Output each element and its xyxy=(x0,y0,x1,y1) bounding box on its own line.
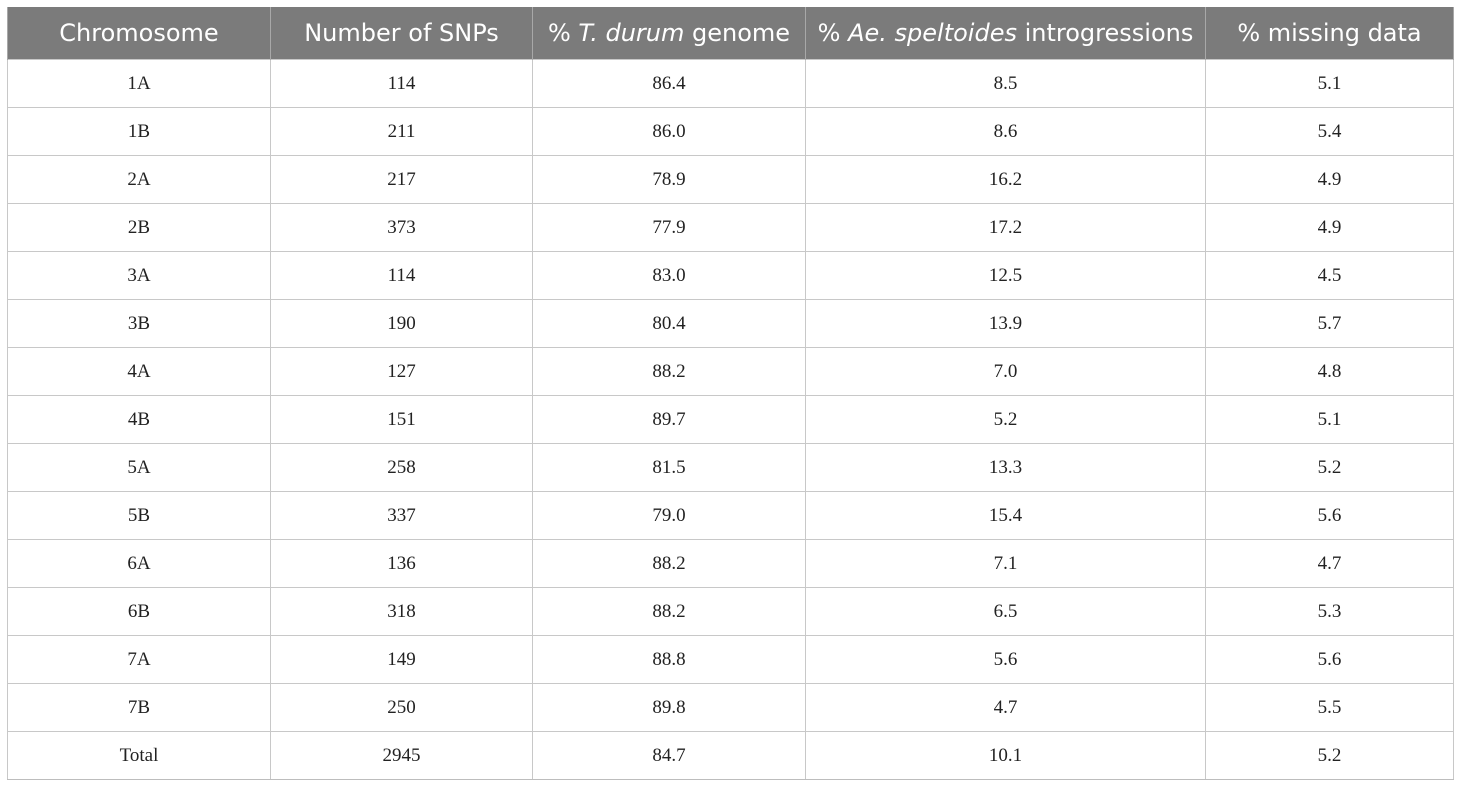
t-durum-percent-cell: 81.5 xyxy=(532,443,806,492)
ae-speltoides-percent-cell: 13.3 xyxy=(805,443,1206,492)
ae-speltoides-percent-cell: 7.0 xyxy=(805,347,1206,396)
ae-speltoides-percent-cell: 8.6 xyxy=(805,107,1206,156)
table-header: Chromosome Number of SNPs % T. durum gen… xyxy=(7,7,1454,60)
missing-data-cell: 5.7 xyxy=(1205,299,1454,348)
table-row: 1B 211 86.0 8.6 5.4 xyxy=(7,107,1454,156)
table-row: 2A 217 78.9 16.2 4.9 xyxy=(7,155,1454,204)
chromosome-cell: 3B xyxy=(7,299,271,348)
snp-count-cell: 373 xyxy=(270,203,533,252)
chromosome-cell: 6A xyxy=(7,539,271,588)
table-row: 6A 136 88.2 7.1 4.7 xyxy=(7,539,1454,588)
snp-count-cell: 149 xyxy=(270,635,533,684)
chromosome-cell: 2A xyxy=(7,155,271,204)
ae-speltoides-percent-cell: 13.9 xyxy=(805,299,1206,348)
snp-count-cell: 250 xyxy=(270,683,533,732)
missing-data-cell: 5.2 xyxy=(1205,731,1454,780)
missing-data-cell: 5.6 xyxy=(1205,491,1454,540)
table-row: 6B 318 88.2 6.5 5.3 xyxy=(7,587,1454,636)
table-row: 5B 337 79.0 15.4 5.6 xyxy=(7,491,1454,540)
ae-speltoides-percent-cell: 5.2 xyxy=(805,395,1206,444)
missing-data-cell: 5.6 xyxy=(1205,635,1454,684)
t-durum-percent-cell: 89.7 xyxy=(532,395,806,444)
t-durum-percent-cell: 83.0 xyxy=(532,251,806,300)
chromosome-cell: 7B xyxy=(7,683,271,732)
table-row: 2B 373 77.9 17.2 4.9 xyxy=(7,203,1454,252)
chromosome-cell: 5A xyxy=(7,443,271,492)
snp-count-cell: 151 xyxy=(270,395,533,444)
chromosome-cell: 3A xyxy=(7,251,271,300)
missing-data-cell: 4.7 xyxy=(1205,539,1454,588)
table-body: 1A 114 86.4 8.5 5.1 1B 211 86.0 8.6 5.4 2A 217 78.9 1… xyxy=(7,59,1454,780)
missing-data-cell: 5.2 xyxy=(1205,443,1454,492)
snp-count-cell: 217 xyxy=(270,155,533,204)
header-ae-speltoides-introgressions: % Ae. speltoides introgressions xyxy=(805,7,1206,60)
table-row: 7B 250 89.8 4.7 5.5 xyxy=(7,683,1454,732)
chromosome-cell: 6B xyxy=(7,587,271,636)
missing-data-cell: 4.8 xyxy=(1205,347,1454,396)
t-durum-percent-cell: 86.4 xyxy=(532,59,806,108)
ae-speltoides-percent-cell: 16.2 xyxy=(805,155,1206,204)
missing-data-cell: 5.1 xyxy=(1205,395,1454,444)
t-durum-percent-cell: 88.2 xyxy=(532,587,806,636)
table-row: 4A 127 88.2 7.0 4.8 xyxy=(7,347,1454,396)
t-durum-percent-cell: 88.8 xyxy=(532,635,806,684)
t-durum-percent-cell: 84.7 xyxy=(532,731,806,780)
snp-count-cell: 136 xyxy=(270,539,533,588)
table-row: 3A 114 83.0 12.5 4.5 xyxy=(7,251,1454,300)
table-row: 7A 149 88.8 5.6 5.6 xyxy=(7,635,1454,684)
snp-count-cell: 258 xyxy=(270,443,533,492)
snp-count-cell: 114 xyxy=(270,59,533,108)
snp-count-cell: 318 xyxy=(270,587,533,636)
missing-data-cell: 5.3 xyxy=(1205,587,1454,636)
snp-count-cell: 211 xyxy=(270,107,533,156)
t-durum-percent-cell: 79.0 xyxy=(532,491,806,540)
header-missing-data: % missing data xyxy=(1205,7,1454,60)
chromosome-cell: Total xyxy=(7,731,271,780)
header-row: Chromosome Number of SNPs % T. durum gen… xyxy=(7,7,1454,60)
ae-speltoides-percent-cell: 12.5 xyxy=(805,251,1206,300)
table-row: 3B 190 80.4 13.9 5.7 xyxy=(7,299,1454,348)
t-durum-percent-cell: 89.8 xyxy=(532,683,806,732)
table-row: 1A 114 86.4 8.5 5.1 xyxy=(7,59,1454,108)
missing-data-cell: 5.1 xyxy=(1205,59,1454,108)
missing-data-cell: 4.9 xyxy=(1205,155,1454,204)
chromosome-cell: 5B xyxy=(7,491,271,540)
chromosome-cell: 1A xyxy=(7,59,271,108)
table-row: 5A 258 81.5 13.3 5.2 xyxy=(7,443,1454,492)
snp-count-cell: 2945 xyxy=(270,731,533,780)
table-row: 4B 151 89.7 5.2 5.1 xyxy=(7,395,1454,444)
snp-table: Chromosome Number of SNPs % T. durum gen… xyxy=(7,7,1454,780)
chromosome-cell: 4A xyxy=(7,347,271,396)
t-durum-percent-cell: 80.4 xyxy=(532,299,806,348)
missing-data-cell: 4.9 xyxy=(1205,203,1454,252)
chromosome-cell: 4B xyxy=(7,395,271,444)
snp-count-cell: 190 xyxy=(270,299,533,348)
snp-count-cell: 337 xyxy=(270,491,533,540)
header-t-durum-genome: % T. durum genome xyxy=(532,7,806,60)
t-durum-percent-cell: 88.2 xyxy=(532,539,806,588)
ae-speltoides-percent-cell: 4.7 xyxy=(805,683,1206,732)
ae-speltoides-percent-cell: 6.5 xyxy=(805,587,1206,636)
missing-data-cell: 5.4 xyxy=(1205,107,1454,156)
t-durum-percent-cell: 88.2 xyxy=(532,347,806,396)
ae-speltoides-percent-cell: 8.5 xyxy=(805,59,1206,108)
ae-speltoides-percent-cell: 7.1 xyxy=(805,539,1206,588)
header-chromosome: Chromosome xyxy=(7,7,271,60)
snp-count-cell: 114 xyxy=(270,251,533,300)
t-durum-percent-cell: 77.9 xyxy=(532,203,806,252)
snp-count-cell: 127 xyxy=(270,347,533,396)
ae-speltoides-percent-cell: 10.1 xyxy=(805,731,1206,780)
missing-data-cell: 4.5 xyxy=(1205,251,1454,300)
ae-speltoides-percent-cell: 15.4 xyxy=(805,491,1206,540)
t-durum-percent-cell: 86.0 xyxy=(532,107,806,156)
ae-speltoides-percent-cell: 17.2 xyxy=(805,203,1206,252)
chromosome-cell: 2B xyxy=(7,203,271,252)
ae-speltoides-percent-cell: 5.6 xyxy=(805,635,1206,684)
chromosome-cell: 7A xyxy=(7,635,271,684)
table-row: Total 2945 84.7 10.1 5.2 xyxy=(7,731,1454,780)
missing-data-cell: 5.5 xyxy=(1205,683,1454,732)
chromosome-cell: 1B xyxy=(7,107,271,156)
header-number-of-snps: Number of SNPs xyxy=(270,7,533,60)
t-durum-percent-cell: 78.9 xyxy=(532,155,806,204)
